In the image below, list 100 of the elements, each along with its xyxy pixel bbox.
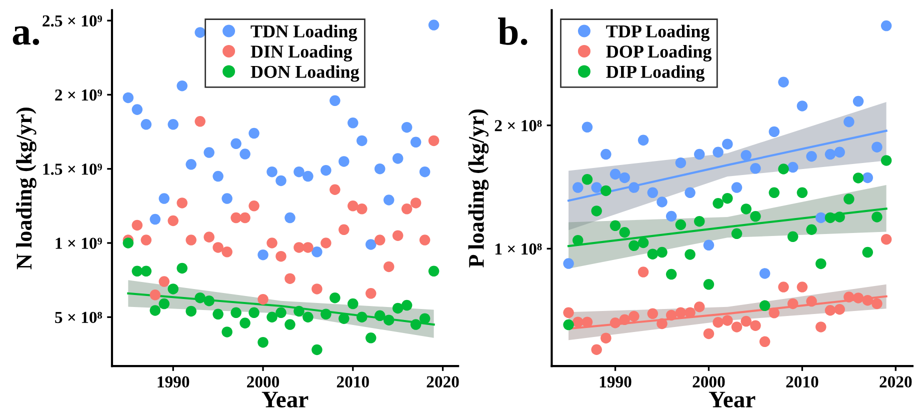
point [266, 166, 278, 178]
point [410, 198, 422, 208]
point [419, 166, 430, 178]
point [666, 310, 677, 321]
point [768, 126, 780, 138]
point [401, 300, 412, 311]
point [240, 148, 250, 160]
point [302, 312, 314, 323]
point [694, 148, 705, 160]
point [787, 231, 798, 242]
point [675, 219, 686, 230]
point [122, 92, 134, 104]
point [675, 157, 686, 168]
point [302, 170, 314, 182]
point [212, 242, 224, 253]
point [194, 27, 206, 38]
y-tick-label: 1 × 10⁸ [496, 243, 542, 255]
point [330, 292, 340, 304]
point [880, 155, 892, 166]
point [628, 182, 640, 193]
point [186, 234, 196, 246]
x-tick-label: 2020 [880, 376, 912, 388]
point [844, 194, 854, 204]
y-tick-label: 1.5 × 10⁹ [43, 164, 102, 175]
point [176, 80, 188, 92]
point [383, 194, 394, 206]
point [186, 306, 196, 317]
point [750, 163, 761, 174]
point [222, 193, 232, 204]
x-tick-label: 1990 [600, 376, 632, 388]
point [222, 326, 232, 338]
point [338, 224, 350, 236]
point [563, 307, 574, 318]
point [619, 314, 630, 326]
point [852, 292, 864, 304]
point [712, 198, 724, 209]
point [563, 258, 574, 269]
point [122, 238, 134, 248]
point [656, 318, 668, 330]
point [348, 298, 358, 310]
point [348, 200, 358, 212]
y-axis-title: P loading (kg/yr) [468, 109, 489, 268]
point [428, 20, 440, 30]
point [731, 228, 742, 240]
point [731, 322, 742, 332]
point [150, 305, 161, 316]
point [628, 310, 640, 322]
x-tick-label: 1990 [158, 376, 190, 388]
point [401, 204, 412, 214]
point [374, 310, 386, 322]
point [778, 282, 789, 292]
point [703, 328, 714, 340]
point [722, 138, 733, 150]
point [392, 302, 404, 314]
y-tick-label: 1 × 10⁹ [56, 238, 102, 249]
y-tick-label: 2 × 10⁹ [55, 89, 102, 101]
point [383, 261, 394, 272]
point [276, 175, 286, 186]
point [862, 172, 874, 184]
point [240, 212, 250, 224]
point [150, 214, 161, 225]
point [806, 151, 817, 162]
legend-label: DIN Loading [250, 45, 352, 62]
point [168, 119, 178, 130]
point [338, 313, 350, 324]
point [284, 273, 296, 284]
point [731, 182, 742, 193]
point [410, 136, 422, 148]
point [656, 246, 668, 258]
point [610, 168, 621, 180]
point [638, 237, 649, 248]
point [330, 95, 340, 106]
point [356, 312, 368, 323]
point [722, 192, 733, 204]
point [383, 314, 394, 326]
point [294, 306, 304, 317]
point [750, 211, 761, 222]
point [796, 100, 808, 112]
point [284, 212, 296, 224]
point [204, 295, 214, 306]
point [647, 248, 658, 260]
point [880, 234, 892, 245]
point [666, 210, 677, 222]
point [428, 266, 440, 277]
point [230, 307, 242, 318]
point [366, 239, 376, 250]
y-tick-label: 2 × 10⁸ [494, 120, 542, 132]
point [294, 166, 304, 178]
point [600, 148, 612, 160]
point [212, 308, 224, 320]
point [248, 200, 260, 212]
point [582, 316, 593, 328]
point [401, 122, 412, 133]
point [419, 234, 430, 246]
point [872, 298, 882, 310]
point [666, 268, 677, 280]
point [240, 318, 250, 328]
point [806, 224, 817, 236]
point [356, 204, 368, 214]
point [258, 336, 268, 348]
